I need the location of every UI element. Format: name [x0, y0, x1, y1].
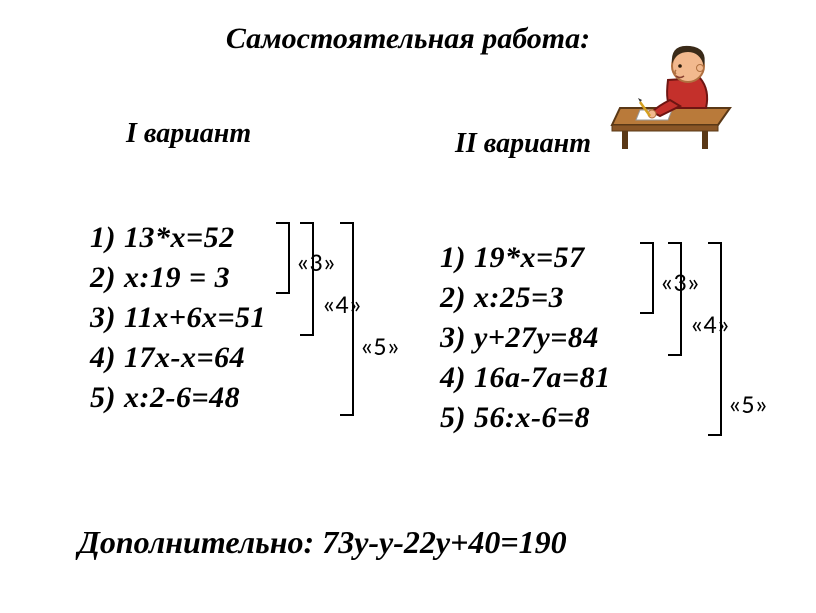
list-item: 4)17х-х=64	[90, 338, 266, 378]
list-item: 3)11х+6х=51	[90, 298, 266, 338]
list-item: 1)19*х=57	[440, 238, 611, 278]
grade-label-5-v2: «5»	[728, 388, 768, 420]
equation: 11х+6х=51	[124, 301, 266, 334]
list-item: 4)16а-7а=81	[440, 358, 611, 398]
list-item: 1)13*х=52	[90, 218, 266, 258]
list-item: 2)х:19 = 3	[90, 258, 266, 298]
equation: 17х-х=64	[124, 341, 245, 374]
equation: 16а-7а=81	[474, 361, 611, 394]
variant-1-heading: I вариант	[126, 118, 251, 150]
equation: х:19 = 3	[124, 261, 230, 294]
bracket-v2-4	[668, 242, 682, 356]
bracket-v2-5	[708, 242, 722, 436]
list-item: 5)56:х-6=8	[440, 398, 611, 438]
list-item: 3)у+27у=84	[440, 318, 611, 358]
equation: 19*х=57	[474, 241, 585, 274]
list-item: 5)х:2-6=48	[90, 378, 266, 418]
grade-label-5: «5»	[360, 330, 400, 362]
extra-label: Дополнительно:	[78, 524, 314, 560]
extra-equation: 73у-у-22у+40=190	[322, 524, 566, 560]
equation: 56:х-6=8	[474, 401, 590, 434]
bracket-v1-3	[276, 222, 290, 294]
equation: 13*х=52	[124, 221, 235, 254]
equation: х:2-6=48	[124, 381, 240, 414]
equation: х:25=3	[474, 281, 564, 314]
bracket-v2-3	[640, 242, 654, 314]
bracket-v1-4	[300, 222, 314, 336]
equation: у+27у=84	[474, 321, 599, 354]
student-at-desk-icon	[610, 30, 740, 150]
variant-2-list: 1)19*х=57 2)х:25=3 3)у+27у=84 4)16а-7а=8…	[440, 238, 611, 438]
page: Самостоятельная работа:	[0, 0, 816, 613]
variant-2-heading: II вариант	[455, 128, 591, 160]
extra-line: Дополнительно: 73у-у-22у+40=190	[78, 524, 567, 561]
bracket-v1-5	[340, 222, 354, 416]
list-item: 2)х:25=3	[440, 278, 611, 318]
variant-1-list: 1)13*х=52 2)х:19 = 3 3)11х+6х=51 4)17х-х…	[90, 218, 266, 418]
